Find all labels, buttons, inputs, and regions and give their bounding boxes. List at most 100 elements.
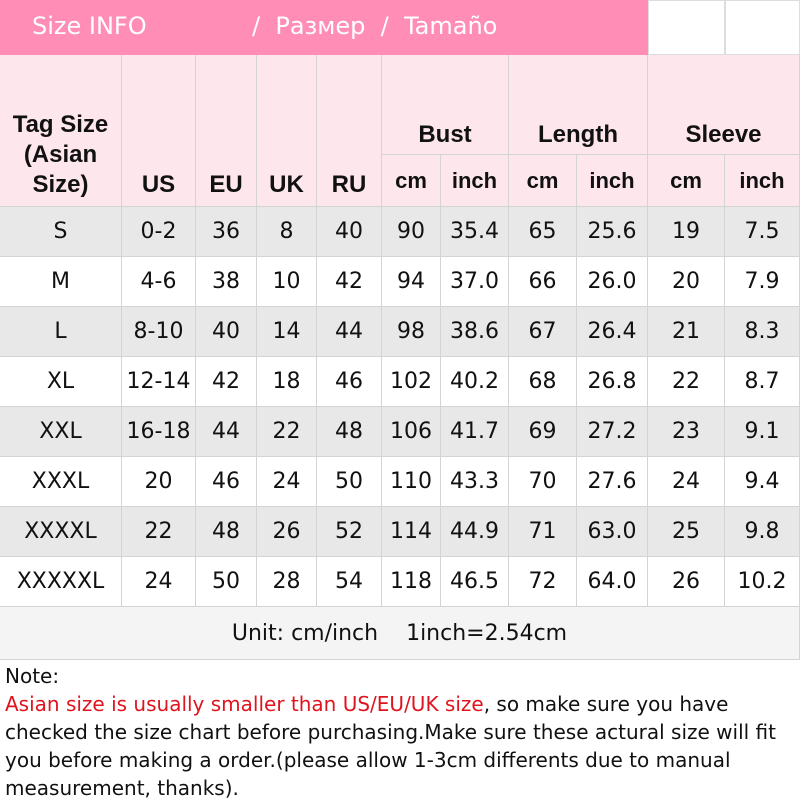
table-cell: 46 <box>196 457 257 507</box>
table-cell: 22 <box>257 407 317 457</box>
table-cell: 18 <box>257 357 317 407</box>
table-cell: 9.1 <box>725 407 800 457</box>
table-cell: M <box>0 257 122 307</box>
unit-note: Unit: cm/inch 1inch=2.54cm <box>0 607 800 660</box>
group-header: Bust <box>382 55 509 155</box>
blank-cell <box>648 0 725 55</box>
column-header: US <box>122 55 196 207</box>
unit-header: inch <box>441 155 509 207</box>
table-cell: 50 <box>196 557 257 607</box>
table-cell: 44.9 <box>441 507 509 557</box>
table-cell: XL <box>0 357 122 407</box>
table-cell: 28 <box>257 557 317 607</box>
table-cell: 21 <box>648 307 725 357</box>
table-cell: 26.8 <box>577 357 648 407</box>
column-header: EU <box>196 55 257 207</box>
table-cell: 24 <box>257 457 317 507</box>
table-cell: 43.3 <box>441 457 509 507</box>
table-cell: 94 <box>382 257 441 307</box>
table-cell: 19 <box>648 207 725 257</box>
table-cell: 106 <box>382 407 441 457</box>
table-cell: 46 <box>317 357 382 407</box>
table-cell: 72 <box>509 557 577 607</box>
table-cell: 48 <box>317 407 382 457</box>
table-cell: 69 <box>509 407 577 457</box>
table-cell: 90 <box>382 207 441 257</box>
table-cell: 52 <box>317 507 382 557</box>
table-cell: 26.0 <box>577 257 648 307</box>
group-header: Length <box>509 55 648 155</box>
table-cell: 64.0 <box>577 557 648 607</box>
table-cell: 42 <box>317 257 382 307</box>
unit-header: inch <box>725 155 800 207</box>
table-cell: XXXL <box>0 457 122 507</box>
table-cell: 25.6 <box>577 207 648 257</box>
table-cell: 71 <box>509 507 577 557</box>
table-cell: 44 <box>196 407 257 457</box>
table-cell: 114 <box>382 507 441 557</box>
table-cell: 8.3 <box>725 307 800 357</box>
table-cell: 4-6 <box>122 257 196 307</box>
table-cell: 22 <box>122 507 196 557</box>
table-cell: 36 <box>196 207 257 257</box>
table-cell: 8-10 <box>122 307 196 357</box>
table-cell: 67 <box>509 307 577 357</box>
table-cell: 8.7 <box>725 357 800 407</box>
unit-header: cm <box>509 155 577 207</box>
table-cell: 41.7 <box>441 407 509 457</box>
table-cell: 24 <box>648 457 725 507</box>
table-cell: 66 <box>509 257 577 307</box>
table-cell: 27.2 <box>577 407 648 457</box>
column-header: Tag Size (Asian Size) <box>0 55 122 207</box>
table-cell: 26.4 <box>577 307 648 357</box>
column-header: RU <box>317 55 382 207</box>
table-cell: 68 <box>509 357 577 407</box>
table-cell: XXXXXL <box>0 557 122 607</box>
table-cell: 42 <box>196 357 257 407</box>
unit-header: inch <box>577 155 648 207</box>
banner-subtitle: / Размер / Tamaño <box>252 12 498 40</box>
table-cell: 44 <box>317 307 382 357</box>
table-cell: 118 <box>382 557 441 607</box>
group-header: Sleeve <box>648 55 800 155</box>
note-text: , so make sure you have checked the size… <box>5 692 776 800</box>
table-cell: 38.6 <box>441 307 509 357</box>
banner-title: Size INFO <box>32 12 147 40</box>
table-cell: 27.6 <box>577 457 648 507</box>
table-cell: 9.8 <box>725 507 800 557</box>
table-cell: 50 <box>317 457 382 507</box>
table-cell: 22 <box>648 357 725 407</box>
table-cell: 40.2 <box>441 357 509 407</box>
table-cell: 26 <box>257 507 317 557</box>
table-cell: 9.4 <box>725 457 800 507</box>
table-cell: 37.0 <box>441 257 509 307</box>
table-cell: XXXXL <box>0 507 122 557</box>
table-cell: L <box>0 307 122 357</box>
note-label: Note: <box>5 664 60 688</box>
table-cell: 16-18 <box>122 407 196 457</box>
table-cell: 40 <box>196 307 257 357</box>
column-header: UK <box>257 55 317 207</box>
table-cell: XXL <box>0 407 122 457</box>
table-cell: 8 <box>257 207 317 257</box>
table-cell: 54 <box>317 557 382 607</box>
table-cell: 10.2 <box>725 557 800 607</box>
table-cell: 20 <box>648 257 725 307</box>
table-cell: 35.4 <box>441 207 509 257</box>
table-cell: 7.5 <box>725 207 800 257</box>
table-cell: 46.5 <box>441 557 509 607</box>
table-cell: 70 <box>509 457 577 507</box>
table-cell: 98 <box>382 307 441 357</box>
table-cell: 14 <box>257 307 317 357</box>
table-cell: 23 <box>648 407 725 457</box>
table-cell: 63.0 <box>577 507 648 557</box>
table-cell: 25 <box>648 507 725 557</box>
table-cell: S <box>0 207 122 257</box>
table-cell: 7.9 <box>725 257 800 307</box>
table-cell: 40 <box>317 207 382 257</box>
banner: Size INFO / Размер / Tamaño <box>0 0 648 55</box>
table-cell: 110 <box>382 457 441 507</box>
note: Note: Asian size is usually smaller than… <box>5 662 795 800</box>
table-cell: 0-2 <box>122 207 196 257</box>
